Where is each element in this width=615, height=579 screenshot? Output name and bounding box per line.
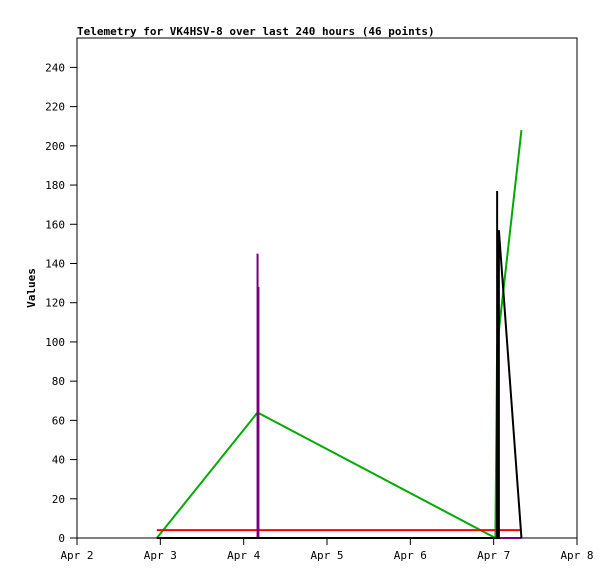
y-tick-label: 240 xyxy=(45,61,65,74)
y-tick-label: 100 xyxy=(45,336,65,349)
x-tick-label: Apr 8 xyxy=(560,549,593,562)
plot-frame xyxy=(76,37,578,539)
chart-title: Telemetry for VK4HSV-8 over last 240 hou… xyxy=(77,25,435,38)
y-tick-label: 60 xyxy=(52,414,65,427)
y-tick-label: 0 xyxy=(58,532,65,545)
x-tick-label: Apr 2 xyxy=(60,549,93,562)
x-tick-label: Apr 5 xyxy=(310,549,343,562)
y-tick-label: 80 xyxy=(52,375,65,388)
x-tick-label: Apr 3 xyxy=(144,549,177,562)
y-tick-label: 180 xyxy=(45,179,65,192)
y-tick-label: 120 xyxy=(45,297,65,310)
x-tick-label: Apr 4 xyxy=(227,549,260,562)
x-tick-label: Apr 7 xyxy=(477,549,510,562)
y-tick-label: 200 xyxy=(45,140,65,153)
x-tick-label: Apr 6 xyxy=(394,549,427,562)
y-axis-label: Values xyxy=(25,268,38,308)
y-tick-label: 40 xyxy=(52,454,65,467)
y-tick-label: 220 xyxy=(45,101,65,114)
series-line-2 xyxy=(156,253,522,539)
y-tick-label: 20 xyxy=(52,493,65,506)
series-line-0 xyxy=(156,130,523,540)
y-tick-label: 140 xyxy=(45,257,65,270)
y-tick-label: 160 xyxy=(45,218,65,231)
series-line-3 xyxy=(156,190,523,539)
